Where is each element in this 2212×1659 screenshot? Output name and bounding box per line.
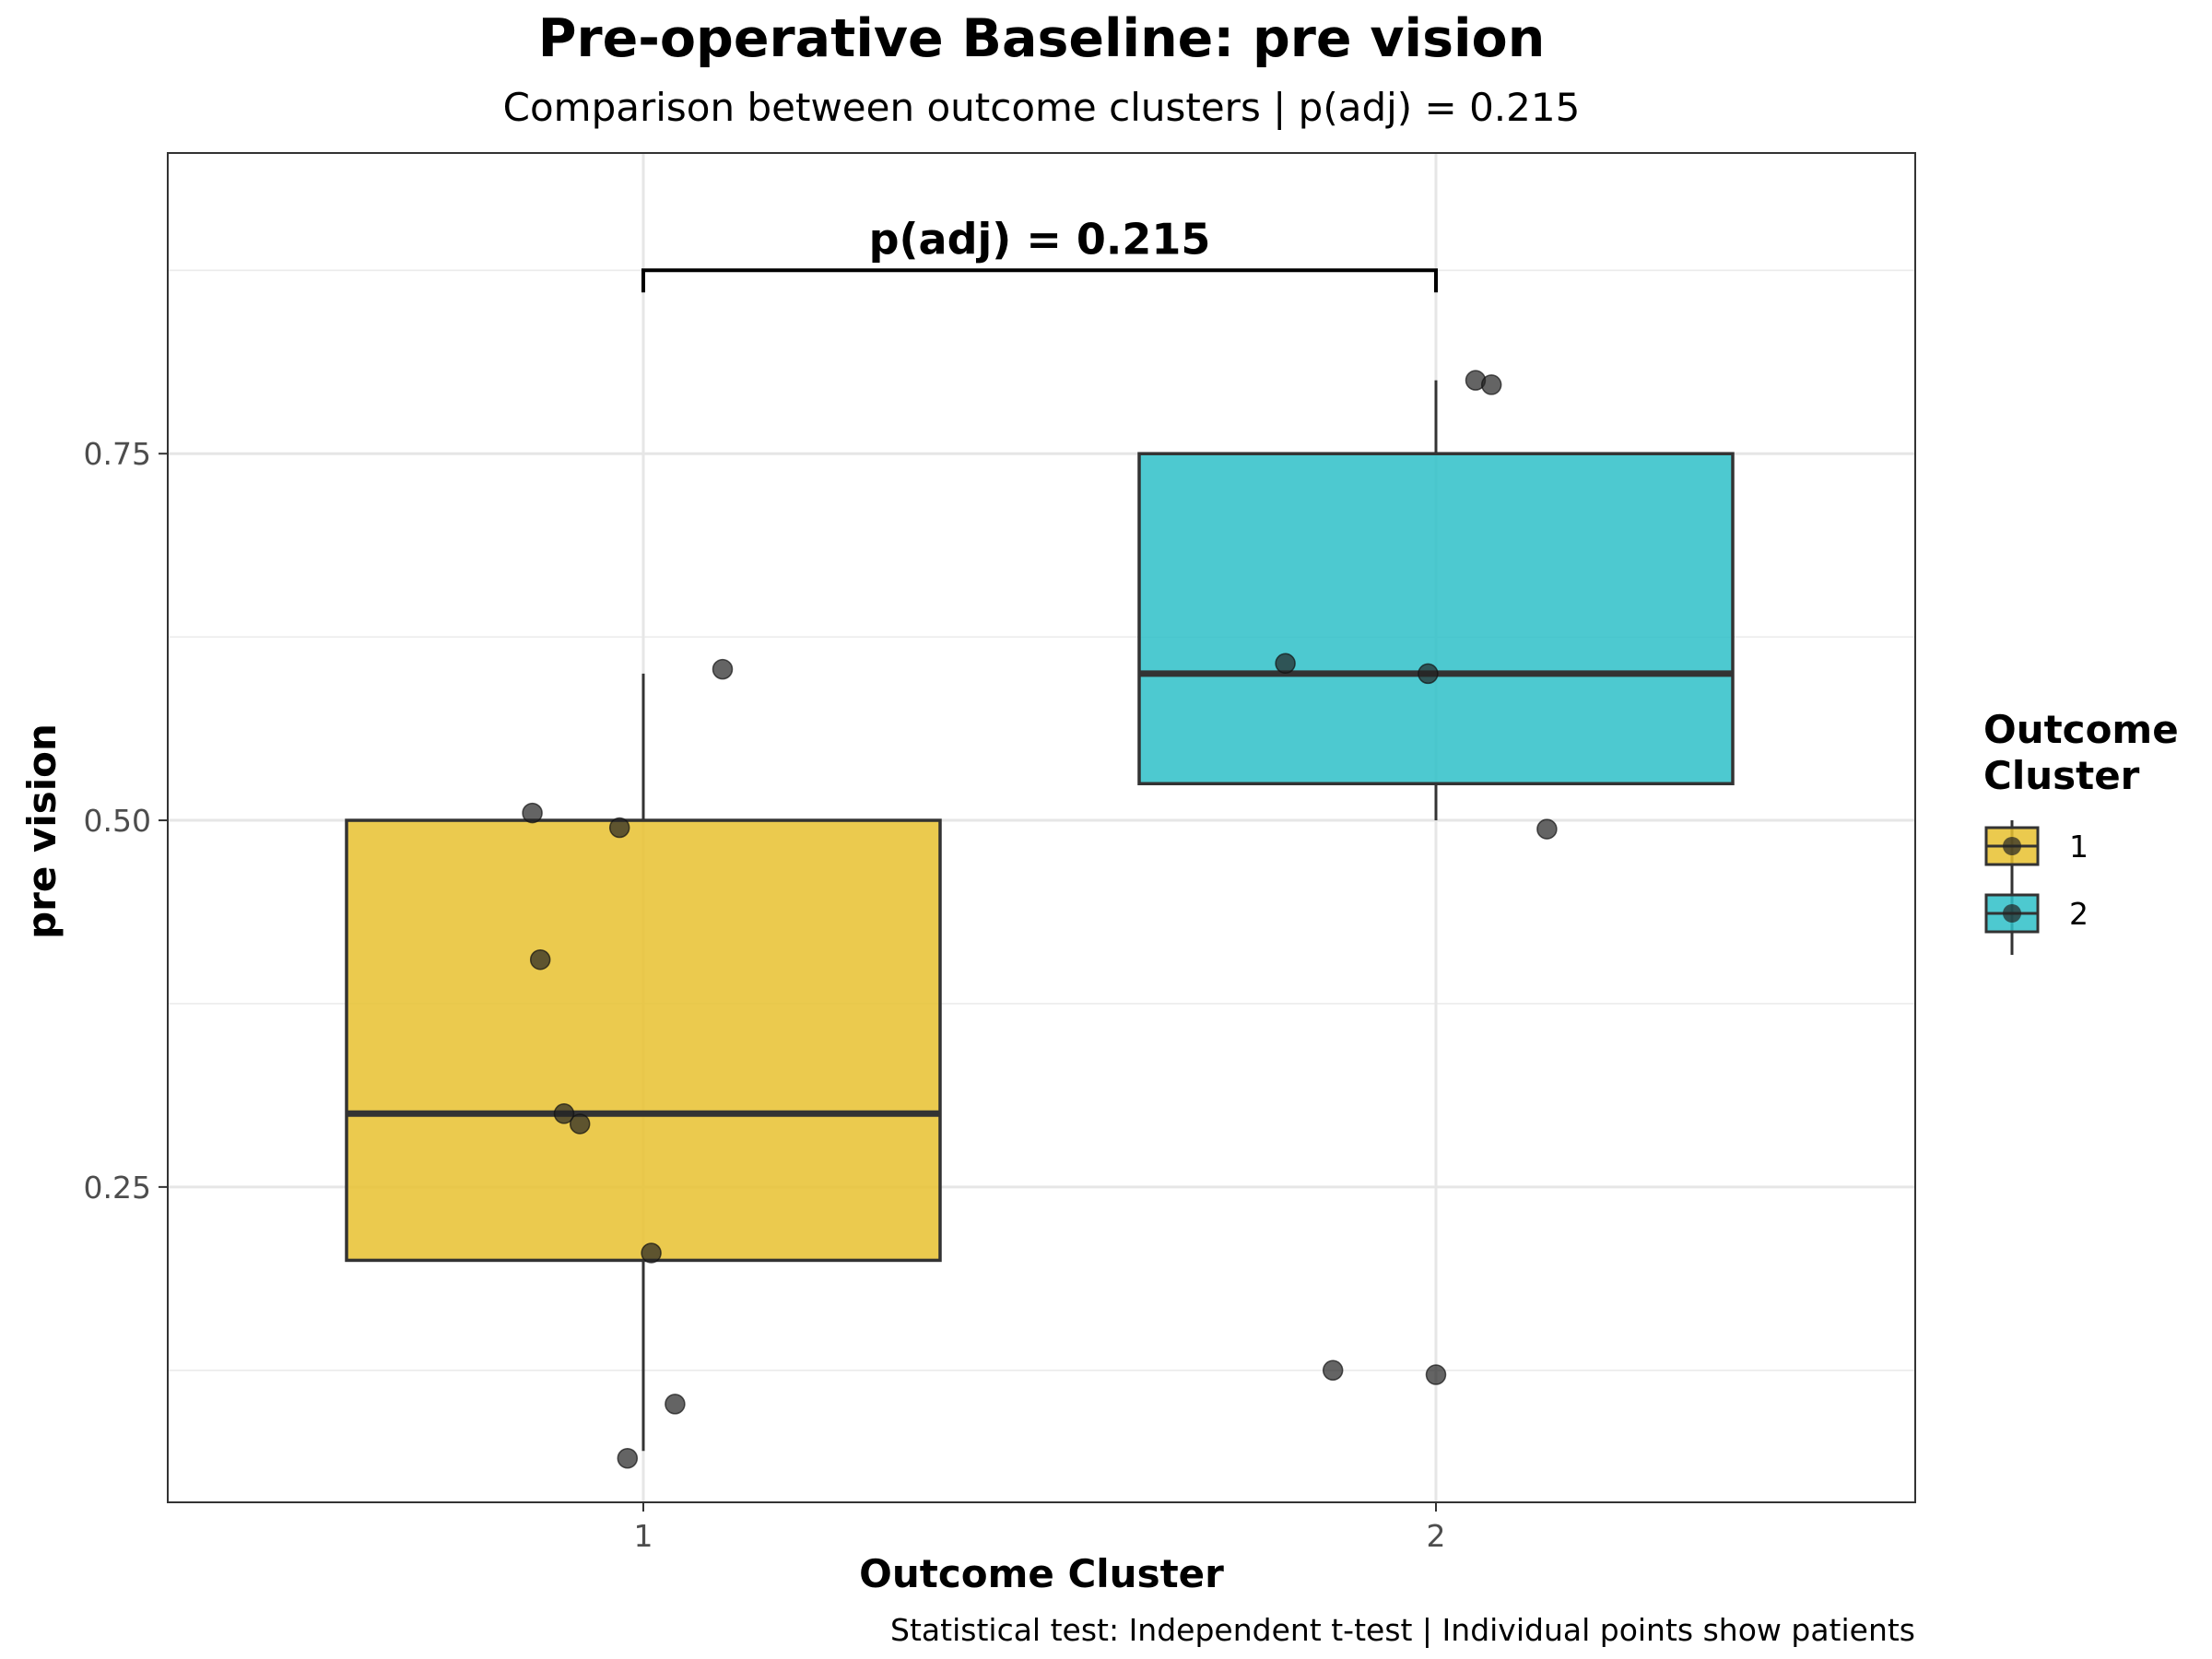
- box-iqr: [1137, 452, 1735, 786]
- significance-label: p(adj) = 0.215: [869, 214, 1211, 264]
- y-axis-title: pre vision: [19, 724, 65, 939]
- x-tick-label: 1: [634, 1518, 653, 1554]
- legend-key-2: [1984, 888, 2040, 955]
- data-point: [617, 1448, 639, 1469]
- plot-area: p(adj) = 0.215 0.25 0.50 0.75 1 2: [84, 152, 1916, 1554]
- data-point: [553, 1103, 575, 1124]
- data-point: [1480, 374, 1502, 395]
- y-tick-label: 0.50: [84, 803, 151, 839]
- legend-title-line-2: Cluster: [1983, 753, 2140, 798]
- legend-title-line-1: Outcome: [1983, 707, 2179, 752]
- data-point: [641, 1242, 662, 1264]
- x-axis-title: Outcome Cluster: [859, 1551, 1224, 1596]
- legend: Outcome Cluster 1 2: [1983, 707, 2179, 955]
- legend-label-1: 1: [2069, 829, 2088, 865]
- box-series-1: [345, 673, 942, 1452]
- box-iqr: [345, 818, 942, 1263]
- x-tick-label: 2: [1427, 1518, 1446, 1554]
- data-point: [1418, 663, 1439, 685]
- chart-caption: Statistical test: Independent t-test | I…: [890, 1612, 1915, 1648]
- panel-border: [167, 152, 1916, 1503]
- chart-title: Pre-operative Baseline: pre vision: [538, 8, 1546, 69]
- legend-label-2: 2: [2069, 896, 2088, 932]
- data-point: [1425, 1364, 1447, 1385]
- legend-key-point: [2003, 837, 2021, 855]
- data-point: [608, 817, 630, 839]
- legend-key-point: [2003, 904, 2021, 923]
- chart-subtitle: Comparison between outcome clusters | p(…: [503, 85, 1581, 130]
- legend-key-1: [1984, 820, 2040, 888]
- data-point: [665, 1394, 686, 1415]
- data-point: [1322, 1359, 1344, 1382]
- significance-bracket: [641, 268, 1438, 293]
- data-point: [712, 658, 734, 680]
- y-tick-label: 0.75: [84, 436, 151, 472]
- data-point: [1275, 653, 1296, 675]
- y-tick-label: 0.25: [84, 1170, 151, 1206]
- data-point: [1536, 818, 1558, 840]
- data-point: [529, 948, 551, 971]
- data-point: [522, 802, 543, 824]
- data-point: [569, 1113, 591, 1135]
